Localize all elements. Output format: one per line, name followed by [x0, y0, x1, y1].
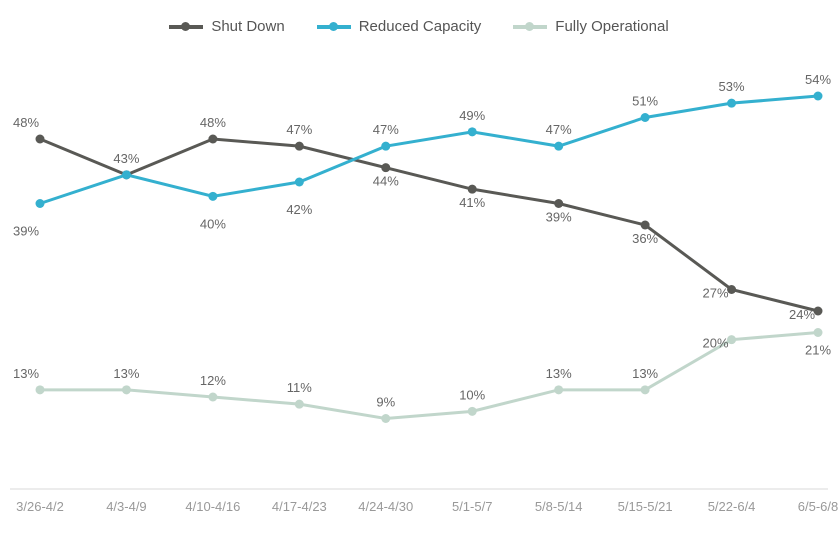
data-label-fully_operational: 11% — [287, 380, 312, 395]
legend-swatch-reduced-capacity — [317, 25, 351, 29]
legend: Shut Down Reduced Capacity Fully Operati… — [0, 0, 838, 43]
data-label-reduced_capacity: 51% — [632, 94, 658, 109]
data-label-shut_down: 27% — [703, 286, 729, 301]
series-marker-shut_down — [295, 142, 304, 151]
data-label-reduced_capacity: 47% — [546, 122, 572, 137]
x-axis-label: 5/1-5/7 — [452, 499, 492, 514]
data-label-fully_operational: 10% — [459, 387, 485, 402]
data-label-fully_operational: 9% — [376, 395, 395, 410]
series-marker-fully_operational — [295, 400, 304, 409]
series-marker-fully_operational — [468, 407, 477, 416]
data-label-reduced_capacity: 42% — [286, 202, 312, 217]
series-marker-fully_operational — [641, 385, 650, 394]
legend-label: Reduced Capacity — [359, 18, 482, 35]
x-axis-label: 3/26-4/2 — [16, 499, 64, 514]
data-label-fully_operational: 13% — [113, 366, 139, 381]
data-label-shut_down: 36% — [632, 231, 658, 246]
series-marker-reduced_capacity — [295, 178, 304, 187]
legend-swatch-shut-down — [169, 25, 203, 29]
series-marker-shut_down — [36, 135, 45, 144]
series-marker-fully_operational — [208, 393, 217, 402]
series-marker-fully_operational — [554, 385, 563, 394]
series-marker-fully_operational — [122, 385, 131, 394]
data-label-shut_down: 39% — [546, 210, 572, 225]
series-marker-reduced_capacity — [468, 127, 477, 136]
data-label-reduced_capacity: 47% — [373, 122, 399, 137]
legend-item-shut-down: Shut Down — [169, 18, 284, 35]
x-axis-label: 5/8-5/14 — [535, 499, 583, 514]
series-line-shut_down — [40, 139, 818, 311]
series-marker-fully_operational — [36, 385, 45, 394]
series-marker-reduced_capacity — [641, 113, 650, 122]
legend-item-fully-operational: Fully Operational — [513, 18, 668, 35]
data-label-shut_down: 48% — [200, 115, 226, 130]
data-label-fully_operational: 13% — [632, 366, 658, 381]
data-label-reduced_capacity: 53% — [719, 79, 745, 94]
data-label-fully_operational: 13% — [546, 366, 572, 381]
legend-label: Shut Down — [211, 18, 284, 35]
data-label-shut_down: 47% — [286, 122, 312, 137]
x-axis-label: 5/22-6/4 — [708, 499, 756, 514]
data-label-shut_down: 43% — [113, 151, 139, 166]
data-label-reduced_capacity: 49% — [459, 108, 485, 123]
x-axis-label: 4/3-4/9 — [106, 499, 146, 514]
series-marker-reduced_capacity — [381, 142, 390, 151]
data-label-shut_down: 44% — [373, 174, 399, 189]
data-label-shut_down: 41% — [459, 195, 485, 210]
x-axis-label: 5/15-5/21 — [618, 499, 673, 514]
legend-item-reduced-capacity: Reduced Capacity — [317, 18, 482, 35]
series-marker-shut_down — [208, 135, 217, 144]
series-marker-reduced_capacity — [122, 170, 131, 179]
series-marker-reduced_capacity — [554, 142, 563, 151]
data-label-reduced_capacity: 39% — [13, 224, 39, 239]
data-label-shut_down: 24% — [789, 307, 815, 322]
data-label-reduced_capacity: 40% — [200, 216, 226, 231]
data-label-fully_operational: 13% — [13, 366, 39, 381]
series-marker-shut_down — [381, 163, 390, 172]
legend-label: Fully Operational — [555, 18, 668, 35]
series-marker-fully_operational — [814, 328, 823, 337]
data-label-fully_operational: 21% — [805, 343, 831, 358]
series-marker-shut_down — [468, 185, 477, 194]
series-marker-reduced_capacity — [36, 199, 45, 208]
series-marker-fully_operational — [381, 414, 390, 423]
x-axis-label: 4/24-4/30 — [358, 499, 413, 514]
series-marker-reduced_capacity — [814, 92, 823, 101]
series-marker-reduced_capacity — [727, 99, 736, 108]
x-axis-label: 6/5-6/8 — [798, 499, 838, 514]
series-line-fully_operational — [40, 333, 818, 419]
x-axis-label: 4/17-4/23 — [272, 499, 327, 514]
legend-swatch-fully-operational — [513, 25, 547, 29]
data-label-shut_down: 48% — [13, 115, 39, 130]
series-marker-shut_down — [641, 221, 650, 230]
data-label-fully_operational: 12% — [200, 373, 226, 388]
data-label-reduced_capacity: 54% — [805, 72, 831, 87]
series-marker-reduced_capacity — [208, 192, 217, 201]
series-line-reduced_capacity — [40, 96, 818, 204]
data-label-fully_operational: 20% — [703, 336, 729, 351]
x-axis-label: 4/10-4/16 — [185, 499, 240, 514]
series-marker-shut_down — [554, 199, 563, 208]
line-chart: 3/26-4/2 4/3-4/9 4/10-4/16 4/17-4/23 4/24-4/… — [0, 43, 838, 534]
